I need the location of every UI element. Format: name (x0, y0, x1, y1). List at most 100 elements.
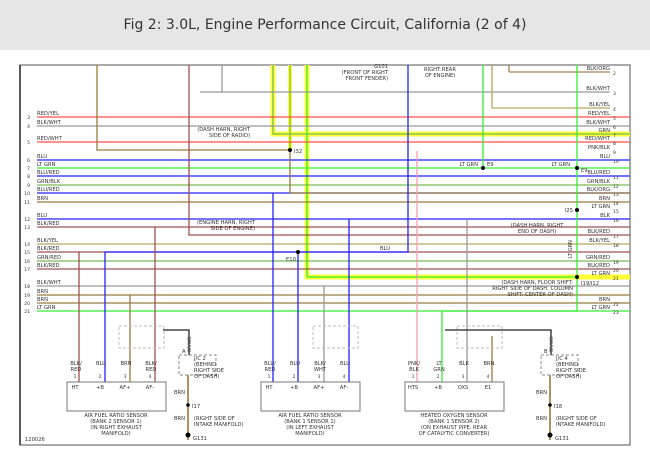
junction-label: J/C 4 (555, 356, 569, 362)
sensor-title: OF CATALYTIC CONVERTER) (419, 431, 490, 437)
junction-label: (BEHIND (194, 362, 216, 368)
right-wire-label: BLK/ORG (587, 66, 610, 72)
sensor-title: MANIFOLD) (101, 431, 130, 437)
right-wire-label: LT GRN (592, 305, 611, 311)
wire (104, 65, 409, 382)
pin-wire-label: BLK/ (70, 361, 82, 367)
left-wire-label: BLU (37, 213, 47, 219)
pin-number: 4 (487, 374, 490, 380)
right-pin-number: 21 (613, 276, 619, 282)
pin-function: AF- (340, 385, 349, 391)
left-pin-number: 20 (24, 301, 30, 307)
pin-number: 4 (149, 374, 152, 380)
connector-dot (548, 403, 552, 407)
pin-wire-label: GRN (433, 367, 445, 373)
sensor-title: AIR FUEL RATIO SENSOR (84, 413, 148, 419)
i19-location-note: SHIFT: CENTER OF DASH) (508, 292, 573, 298)
splice-dot (481, 166, 485, 170)
left-pin-number: 13 (24, 225, 30, 231)
pin-number: 1 (412, 374, 415, 380)
left-pin-number: 6 (27, 158, 30, 164)
pin-wire-label: BLK/ (314, 361, 326, 367)
e9-location-note: OF ENGINE) (425, 73, 456, 79)
i19-location-note: RIGHT SIDE OF DASH, COLUMN (492, 286, 573, 292)
ground-wire-label: BRN (536, 390, 547, 396)
ground-wire-label: BRN (174, 390, 185, 396)
left-wire-label: BRN (37, 289, 48, 295)
left-pin-number: 18 (24, 284, 30, 290)
right-pin-number: 10 (613, 159, 619, 165)
sensor-title: HEATED OXYGEN SENSOR (420, 413, 488, 419)
left-pin-number: 17 (24, 267, 30, 273)
pin-function: +B (290, 385, 298, 391)
junction-pin: A (182, 349, 186, 355)
left-pin-number: 7 (27, 166, 30, 172)
junction-label: OF DASH) (194, 374, 219, 380)
right-pin-number: 2 (613, 71, 616, 77)
pin-wire-label: WHT (314, 367, 327, 373)
right-pin-number: 12 (613, 184, 619, 190)
i25-location-note: END OF DASH) (518, 229, 556, 235)
e9-wire-label: LT GRN (460, 162, 479, 168)
pin-wire-label: BRN (120, 361, 131, 367)
right-pin-number: 23 (613, 310, 619, 316)
left-wire-label: BLK/RED (37, 221, 59, 227)
splice-dot (296, 250, 300, 254)
sensor-box (260, 381, 361, 412)
right-wire-label: BLK/YEL (589, 102, 610, 108)
left-wire-label: LT GRN (37, 305, 56, 311)
junction-pin: B (544, 349, 548, 355)
e10-location-note: SIDE OF ENGINE) (211, 226, 255, 232)
pin-wire-label: PNK/ (408, 361, 420, 367)
shield-ground-wire (445, 329, 552, 355)
sensor-title: (IN LEFT EXHAUST (286, 425, 334, 431)
left-pin-number: 9 (27, 183, 30, 189)
connector-dot (186, 403, 190, 407)
right-wire-label: BRN (599, 297, 610, 303)
right-wire-label: BRN (599, 196, 610, 202)
pin-function: E1 (485, 385, 492, 391)
left-pin-number: 12 (24, 217, 30, 223)
pin-function: +B (96, 385, 104, 391)
junction-connector (178, 354, 217, 376)
left-wire-label: BRN (37, 196, 48, 202)
junction-label: RIGHT SIDE (194, 368, 224, 374)
sensor-title: AIR FUEL RATIO SENSOR (278, 413, 342, 419)
left-pin-number: 5 (27, 140, 30, 146)
pin-function: AF+ (120, 385, 131, 391)
right-wire-label: GRN/BLK (587, 179, 611, 185)
pin-wire-label: BRN (483, 361, 494, 367)
left-pin-number: 14 (24, 242, 30, 248)
i32-location-note: (DASH HARN, RIGHT (197, 127, 251, 133)
left-pin-number: 16 (24, 259, 30, 265)
right-wire-label: RED/WHT (585, 136, 611, 142)
junction-label: J/C 2 (193, 356, 206, 362)
e9-location-note: RIGHT REAR (424, 67, 456, 73)
left-pin-number: 10 (24, 191, 30, 197)
right-wire-label: BLK/WHT (586, 120, 611, 126)
pin-wire-label: BLU (96, 361, 106, 367)
i32-location-note: SIDE OF RADIO) (209, 133, 250, 139)
e9b-wire-label: LT GRN (552, 162, 571, 168)
ground-icon (547, 432, 553, 438)
right-pin-number: 11 (613, 175, 619, 181)
pin-wire-label: BLK/ (145, 361, 157, 367)
wire-ltgrn (306, 65, 577, 278)
splice-e9: E9 (487, 162, 494, 168)
right-wire-label: BLK (600, 213, 610, 219)
left-pin-number: 21 (24, 309, 30, 315)
right-pin-number: 7 (613, 133, 616, 139)
right-pin-number: 15 (613, 209, 619, 215)
right-wire-label: LT GRN (592, 271, 611, 277)
pin-number: 2 (99, 374, 102, 380)
right-pin-number: 14 (613, 201, 619, 207)
left-wire-label: BLK/WHT (37, 120, 62, 126)
right-pin-number: 20 (613, 268, 619, 274)
pin-number: 2 (437, 374, 440, 380)
g101-note: G101 (374, 64, 388, 70)
ground-location: INTAKE MANIFOLD) (194, 422, 243, 428)
ground-id: G131 (193, 436, 207, 442)
e10-location-note: (ENGINE HARN, RIGHT (197, 220, 256, 226)
left-wire-label: BLU (37, 154, 47, 160)
